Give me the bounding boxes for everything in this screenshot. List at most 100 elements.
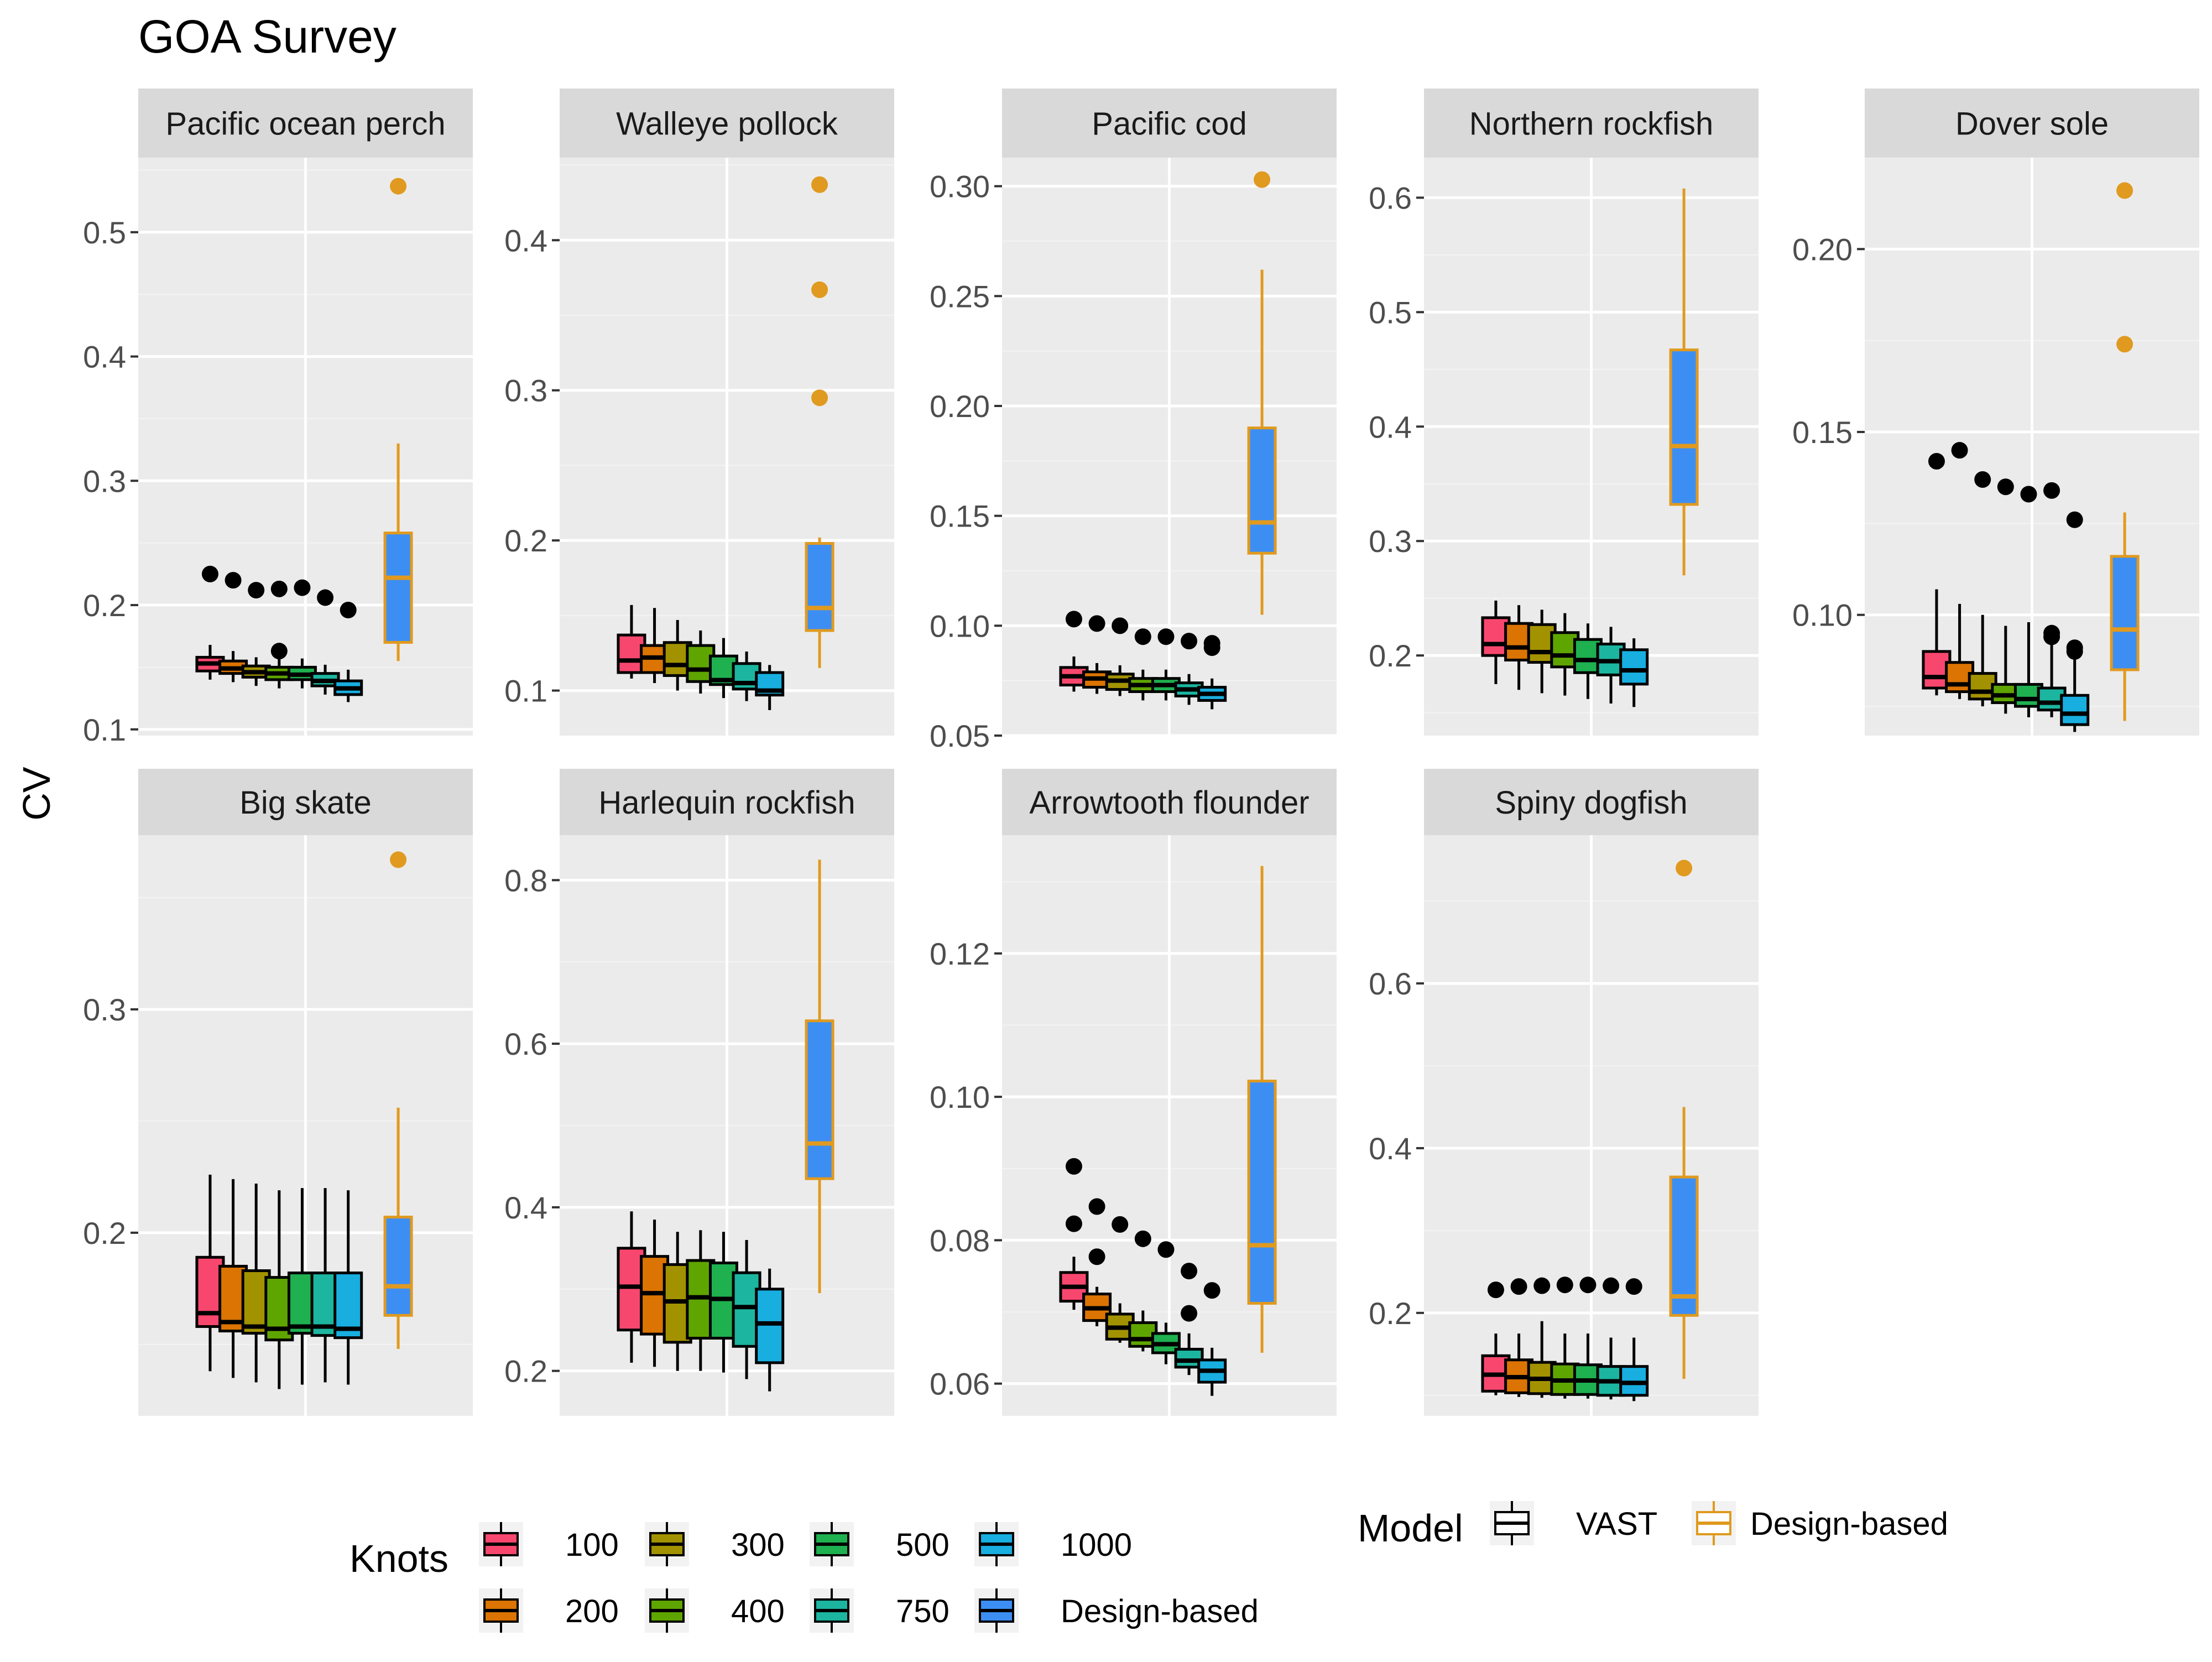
outlier-point: [1625, 1278, 1642, 1295]
legend-item-knots-1000: 1000: [974, 1522, 1132, 1566]
facet-strip: [1865, 88, 2199, 158]
box-400: [264, 580, 294, 689]
legend-model-title: Model: [1358, 1507, 1463, 1550]
outlier-point: [1157, 628, 1175, 645]
facet-strip-label: Arrowtooth flounder: [1029, 785, 1309, 821]
facet-strip: [560, 769, 894, 835]
box-200: [218, 572, 248, 682]
legend-label: VAST: [1576, 1506, 1657, 1542]
legend-label: Design-based: [1750, 1506, 1948, 1542]
y-tick-label: 0.05: [930, 718, 990, 753]
y-tick-label: 0.3: [1369, 524, 1412, 559]
box-body: [2060, 694, 2090, 726]
y-tick-label: 0.2: [83, 588, 126, 623]
box-design-based: [1247, 171, 1277, 615]
legend-label: 1000: [1061, 1527, 1132, 1563]
legend-label: 100: [565, 1527, 619, 1563]
facet-strip-label: Pacific ocean perch: [165, 106, 445, 142]
facet-panels: 0.1 0.2 0.3 0.4 0.5 Pacific ocean perch 0.1 0.2…: [83, 88, 2199, 1416]
box-750: [1174, 633, 1204, 705]
outlier-point: [811, 176, 828, 193]
outlier-point: [390, 178, 407, 195]
box-1000: [1619, 1278, 1649, 1402]
y-tick-label: 0.5: [1369, 295, 1412, 330]
legend-label: 200: [565, 1593, 619, 1629]
box-body: [383, 532, 413, 644]
outlier-point: [1203, 635, 1220, 652]
outlier-point: [317, 589, 334, 606]
facet-strip-label: Northern rockfish: [1469, 106, 1714, 142]
legend-label: 300: [731, 1527, 785, 1563]
panel-spiny-dogfish: 0.2 0.4 0.6 Spiny dogfish: [1369, 769, 1759, 1416]
legend-item-knots-300: 300: [645, 1522, 785, 1566]
outlier-point: [1134, 628, 1151, 645]
y-tick-label: 0.10: [930, 608, 990, 643]
y-tick-label: 0.4: [83, 340, 126, 374]
legend-item-knots-500: 500: [810, 1522, 950, 1566]
panel-big-skate: 0.2 0.3 Big skate: [83, 769, 473, 1416]
y-tick-label: 0.10: [1792, 598, 1853, 633]
y-tick-label: 0.15: [1792, 415, 1853, 450]
legend-item-knots-design-based: Design-based: [974, 1588, 1259, 1633]
outlier-point: [1928, 452, 1945, 470]
panel-northern-rockfish: 0.2 0.3 0.4 0.5 0.6 Northern rockfish: [1369, 88, 1759, 736]
box-200: [1082, 1198, 1112, 1326]
outlier-point: [2066, 511, 2083, 528]
box-1000: [755, 1268, 785, 1392]
outlier-point: [2020, 486, 2037, 503]
outlier-point: [1157, 1241, 1175, 1258]
outlier-point: [390, 851, 407, 868]
box-body: [1669, 1175, 1699, 1317]
panel-dover-sole: 0.10 0.15 0.20 Dover sole: [1792, 88, 2199, 736]
y-tick-label: 0.20: [1792, 232, 1853, 267]
facet-strip-label: Walleye pollock: [616, 106, 838, 142]
legend: Knots 100 200 300 400 500 750 1000 Design-based M…: [349, 1501, 1948, 1633]
y-tick-label: 0.2: [504, 1354, 547, 1389]
y-tick-label: 0.4: [504, 1190, 547, 1225]
outlier-point: [294, 579, 311, 596]
panel-walleye-pollock: 0.1 0.2 0.3 0.4 Walleye pollock: [504, 88, 894, 736]
box-1000: [1619, 638, 1649, 707]
box-design-based: [383, 178, 413, 661]
facet-strip-label: Big skate: [239, 785, 372, 821]
outlier-point: [225, 572, 242, 589]
box-body: [755, 1288, 785, 1364]
outlier-point: [1951, 442, 1968, 459]
box-500: [1151, 1241, 1181, 1364]
outlier-point: [2116, 336, 2133, 353]
facet-strip: [1002, 88, 1337, 158]
y-tick-label: 0.5: [83, 215, 126, 250]
y-tick-label: 0.10: [930, 1080, 990, 1114]
y-tick-label: 0.1: [83, 712, 126, 747]
outlier-point: [1203, 1282, 1220, 1299]
outlier-point: [1556, 1277, 1573, 1294]
outlier-point: [1510, 1278, 1527, 1295]
y-tick-label: 0.2: [504, 523, 547, 558]
box-design-based: [805, 859, 834, 1294]
outlier-point: [1134, 1230, 1151, 1247]
box-design-based: [1669, 859, 1699, 1379]
outlier-point: [1676, 859, 1693, 877]
legend-item-knots-750: 750: [810, 1588, 950, 1633]
box-1000: [1197, 635, 1227, 710]
outlier-point: [2116, 182, 2133, 199]
box-body: [805, 1019, 834, 1180]
y-tick-label: 0.3: [83, 463, 126, 498]
box-body: [805, 542, 834, 632]
y-tick-label: 0.12: [930, 936, 990, 971]
outlier-point: [811, 389, 828, 407]
outlier-point: [2043, 624, 2060, 642]
legend-label: 500: [896, 1527, 950, 1563]
box-1000: [755, 665, 785, 710]
y-tick-label: 0.2: [83, 1216, 126, 1251]
facet-strip: [560, 88, 894, 158]
box-300: [241, 582, 271, 686]
box-400: [1128, 628, 1158, 701]
outlier-point: [248, 582, 265, 599]
legend-item-model-vast: VAST: [1490, 1501, 1657, 1545]
legend-knots-title: Knots: [349, 1537, 448, 1580]
outlier-point: [1065, 611, 1082, 628]
y-tick-label: 0.6: [1369, 966, 1412, 1001]
outlier-point: [1254, 171, 1271, 188]
